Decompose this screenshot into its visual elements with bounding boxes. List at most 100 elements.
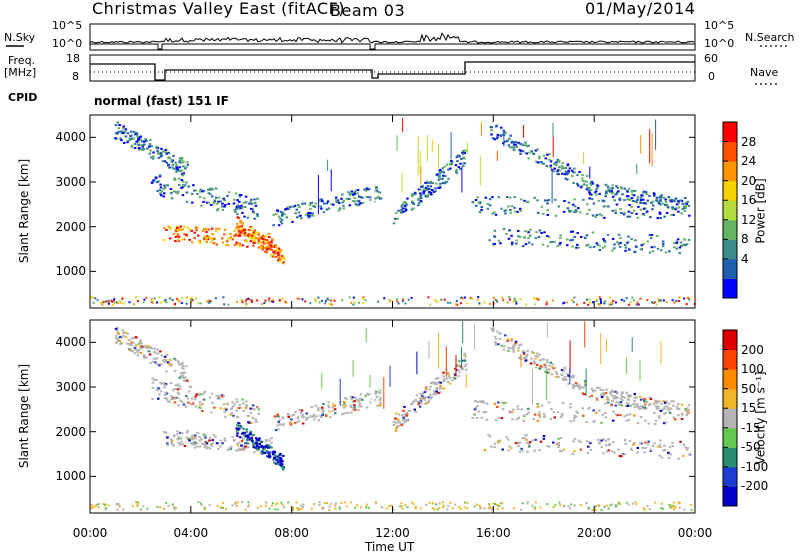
heat-cell <box>203 506 206 509</box>
heat-cell <box>360 405 363 408</box>
heat-cell <box>515 146 518 148</box>
heat-cell <box>506 338 510 341</box>
heat-cell <box>374 501 377 504</box>
heat-cell <box>622 213 626 216</box>
heat-cell <box>193 446 197 449</box>
heat-cell <box>261 303 264 305</box>
heat-cell <box>656 247 660 250</box>
heat-cell <box>374 392 377 395</box>
heat-cell <box>583 380 587 383</box>
heat-cell <box>546 503 549 506</box>
heat-cell <box>246 442 250 445</box>
heat-cell <box>502 402 506 405</box>
heat-cell <box>419 195 422 198</box>
heat-cell <box>645 193 648 196</box>
heat-cell <box>643 202 646 205</box>
heat-cell <box>324 414 328 417</box>
heat-cell <box>434 187 437 190</box>
heat-cell <box>473 413 476 416</box>
heat-cell <box>586 298 589 301</box>
heat-cell <box>169 382 173 384</box>
heat-cell <box>568 210 571 213</box>
heat-cell <box>424 389 428 392</box>
heat-cell <box>267 247 270 250</box>
heat-cell <box>435 386 439 389</box>
velocity-heatmap <box>90 321 693 512</box>
heat-cell <box>210 187 214 190</box>
heat-cell <box>243 432 246 434</box>
heat-cell <box>492 502 495 505</box>
heat-cell <box>591 214 595 217</box>
heat-cell <box>442 371 445 374</box>
heat-cell <box>246 505 249 508</box>
heat-cell <box>252 239 255 242</box>
heat-cell <box>508 196 512 199</box>
heat-cell <box>271 502 274 505</box>
heat-cell <box>277 420 280 423</box>
heat-cell <box>276 458 280 460</box>
heat-cell <box>548 401 551 404</box>
heat-cell <box>241 244 245 247</box>
heat-cell <box>178 183 181 186</box>
heat-cell <box>591 198 594 201</box>
heat-cell <box>607 438 610 441</box>
heat-cell <box>244 195 248 198</box>
heat-cell <box>210 299 213 302</box>
heat-cell <box>353 200 356 203</box>
heat-cell <box>200 393 203 396</box>
heat-cell <box>502 348 506 351</box>
heat-cell <box>636 196 640 199</box>
heat-cell <box>629 447 633 450</box>
heat-cell <box>621 391 624 394</box>
heat-cell <box>180 372 183 374</box>
heat-cell <box>497 239 501 242</box>
heat-cell <box>280 222 284 225</box>
x-tick-label: 16:00 <box>476 526 511 540</box>
heat-cell <box>600 509 603 511</box>
heat-cell <box>292 413 296 416</box>
heat-cell <box>283 213 286 216</box>
heat-cell <box>570 210 573 213</box>
heat-cell <box>463 152 466 154</box>
heat-cell <box>614 209 617 212</box>
heat-cell <box>566 244 569 247</box>
heat-cell <box>301 298 304 301</box>
heat-cell <box>274 415 277 418</box>
heat-cell <box>677 206 680 209</box>
heat-cell <box>538 366 542 369</box>
heat-cell <box>471 201 475 203</box>
heat-cell <box>566 178 569 181</box>
heat-cell <box>505 436 508 439</box>
heat-cell <box>455 299 458 302</box>
heat-cell <box>633 400 636 403</box>
heat-cell <box>332 406 335 409</box>
heat-cell <box>185 166 188 169</box>
heat-cell <box>486 402 489 405</box>
heat-cell <box>625 391 628 394</box>
heat-cell <box>667 451 670 454</box>
heat-cell <box>118 300 121 303</box>
heat-cell <box>180 432 183 434</box>
heat-cell <box>498 337 502 340</box>
heat-cell <box>278 419 281 422</box>
heat-cell <box>166 436 169 439</box>
heat-cell <box>672 213 675 216</box>
heat-cell <box>151 381 155 384</box>
heat-cell <box>610 450 614 453</box>
heat-cell <box>461 153 465 155</box>
heat-cell <box>151 157 155 160</box>
heat-cell <box>587 441 591 444</box>
heat-cell <box>224 415 227 418</box>
heat-cell <box>182 376 186 379</box>
heat-cell <box>490 129 493 132</box>
heat-cell <box>133 303 135 306</box>
heat-cell <box>615 401 618 404</box>
heat-cell <box>180 172 184 175</box>
heat-cell <box>634 239 637 242</box>
heat-cell <box>295 421 299 424</box>
heat-cell <box>597 438 600 441</box>
heat-cell <box>272 251 275 253</box>
heat-cell <box>534 149 538 152</box>
heat-cell <box>497 343 500 346</box>
heat-cell <box>439 381 442 384</box>
